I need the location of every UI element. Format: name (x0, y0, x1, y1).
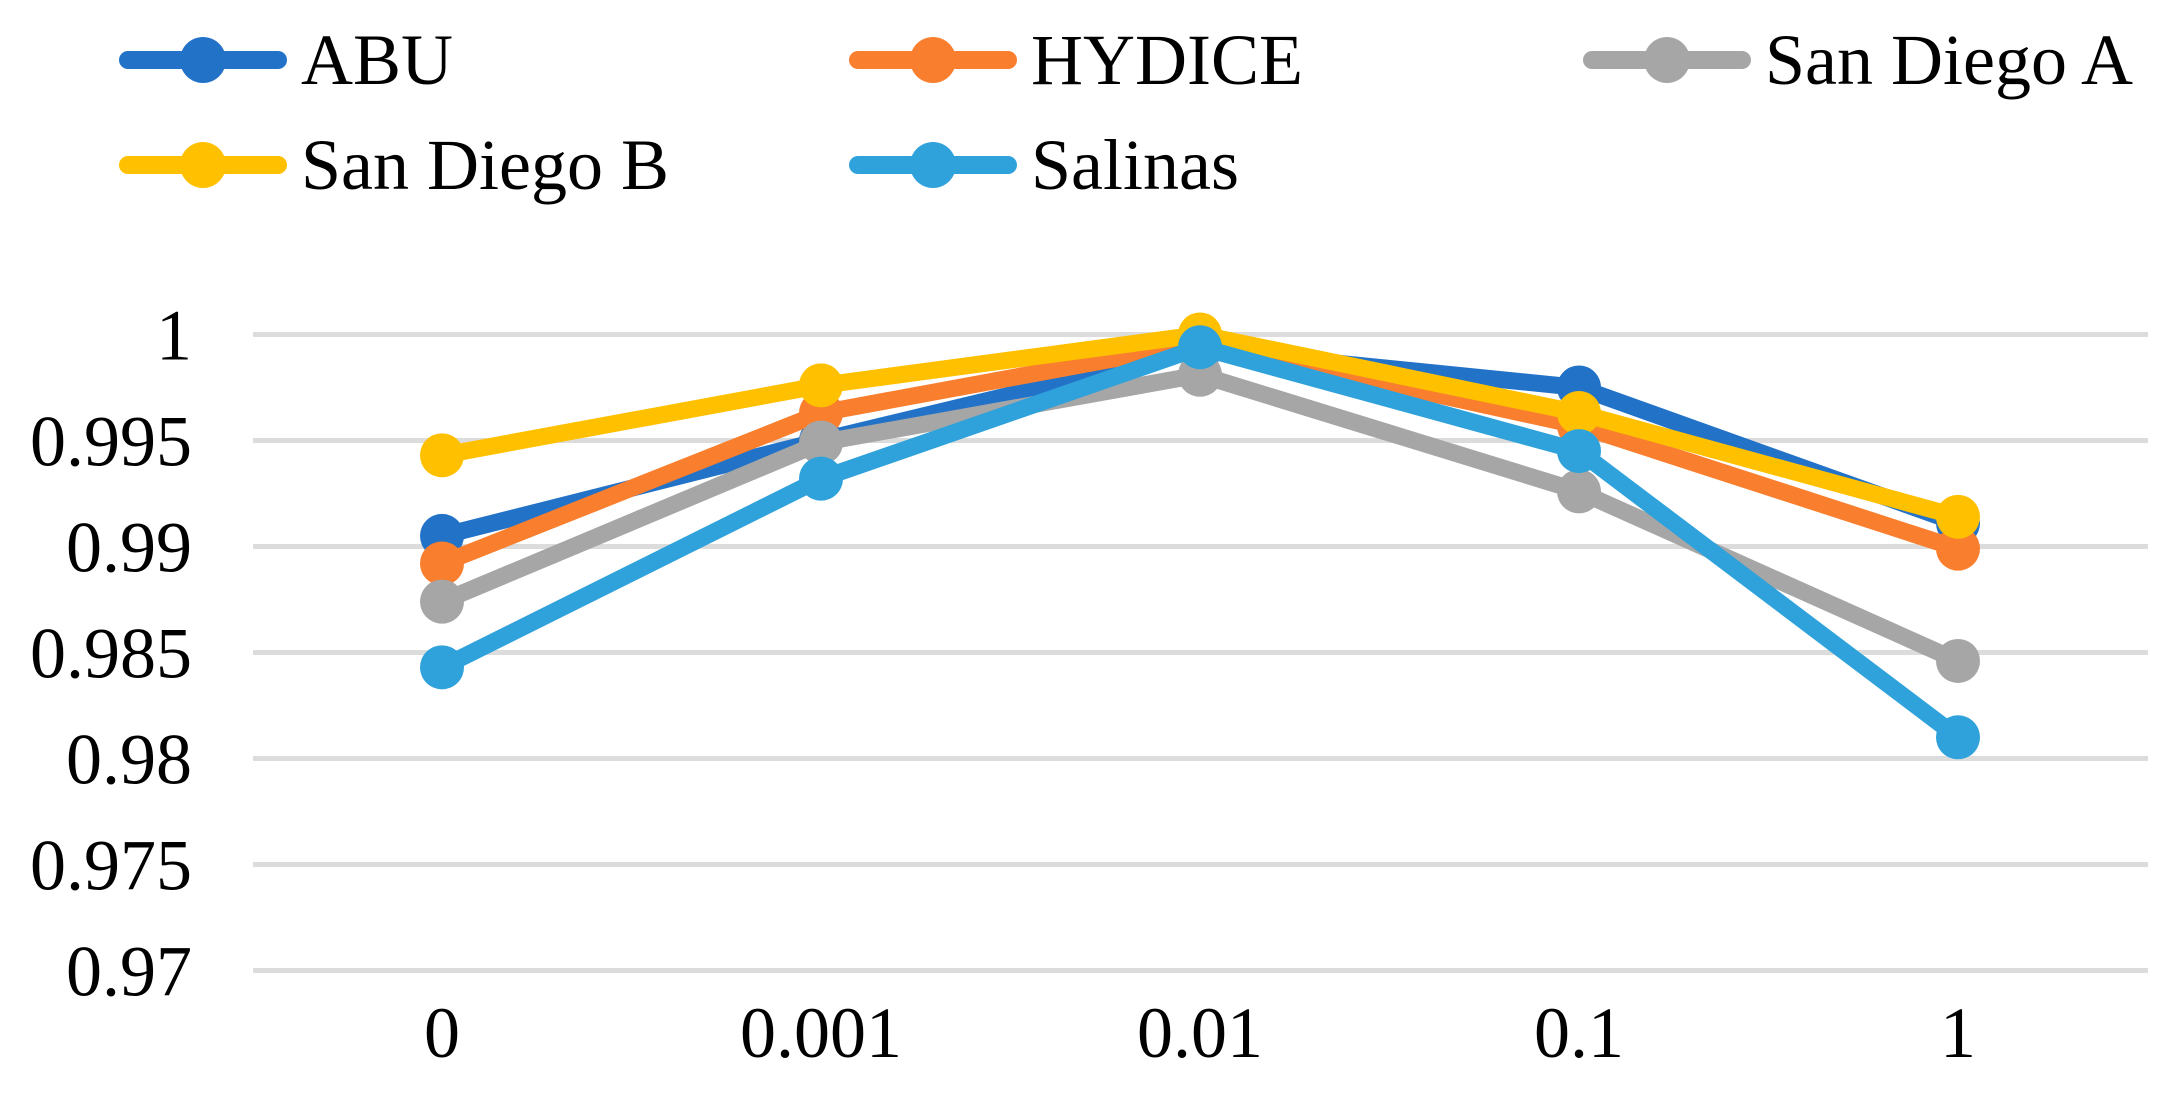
x-tick-label: 0.1 (1534, 993, 1624, 1073)
y-tick-label: 0.985 (30, 614, 192, 694)
y-tick-label: 0.98 (66, 720, 192, 800)
legend-dot-swatch (180, 37, 226, 83)
legend-label-salinas: Salinas (1031, 125, 1239, 205)
legend-label-san-diego-b: San Diego B (301, 125, 669, 205)
data-point-hydice-1 (1936, 526, 1980, 571)
legend-dot-swatch (1644, 37, 1690, 83)
data-point-san-diego-b-1 (1936, 494, 1980, 539)
legend-item-salinas: Salinas (849, 119, 1239, 211)
y-tick-label: 0.97 (66, 932, 192, 1012)
legend-label-hydice: HYDICE (1031, 20, 1303, 100)
series-san-diego-a (420, 352, 1980, 683)
x-axis-tick-labels: 0 0.001 0.01 0.1 1 (424, 993, 1976, 1073)
y-axis-tick-labels: 1 0.995 0.99 0.985 0.98 0.975 0.97 (30, 296, 192, 1012)
legend-item-hydice: HYDICE (849, 14, 1303, 106)
y-tick-label: 0.975 (30, 826, 192, 906)
legend-label-abu: ABU (301, 20, 454, 100)
data-point-san-diego-a-0.1 (1557, 469, 1601, 514)
data-point-hydice-0 (420, 541, 464, 586)
legend-marker-san-diego-b (119, 119, 287, 211)
legend-item-san-diego-a: San Diego A (1583, 14, 2133, 106)
legend-marker-salinas (849, 119, 1017, 211)
legend-item-san-diego-b: San Diego B (119, 119, 669, 211)
data-point-salinas-0 (420, 645, 464, 690)
data-point-salinas-0.001 (799, 456, 843, 501)
legend-marker-hydice (849, 14, 1017, 106)
legend-label-san-diego-a: San Diego A (1765, 20, 2133, 100)
data-point-san-diego-b-0 (420, 433, 464, 478)
legend-item-abu: ABU (119, 14, 453, 106)
x-tick-label: 0.01 (1137, 993, 1263, 1073)
x-tick-label: 1 (1940, 993, 1976, 1073)
data-point-san-diego-a-0 (420, 579, 464, 624)
y-tick-label: 0.99 (66, 508, 192, 588)
data-point-san-diego-b-0.1 (1557, 390, 1601, 435)
data-point-salinas-1 (1936, 715, 1980, 760)
y-tick-label: 1 (156, 296, 192, 376)
legend-dot-swatch (910, 37, 956, 83)
data-point-salinas-0.01 (1178, 325, 1222, 370)
data-point-san-diego-b-0.001 (799, 363, 843, 408)
legend-marker-abu (119, 14, 287, 106)
series-salinas (420, 325, 1980, 760)
data-point-san-diego-a-1 (1936, 638, 1980, 683)
legend: ABU HYDICE San Diego A San Diego B (0, 0, 2184, 230)
legend-dot-swatch (910, 142, 956, 188)
data-point-salinas-0.1 (1557, 429, 1601, 474)
x-tick-label: 0 (424, 993, 460, 1073)
y-tick-label: 0.995 (30, 402, 192, 482)
legend-marker-san-diego-a (1583, 14, 1751, 106)
x-tick-label: 0.001 (740, 993, 902, 1073)
legend-dot-swatch (180, 142, 226, 188)
data-point-san-diego-a-0.001 (799, 420, 843, 465)
